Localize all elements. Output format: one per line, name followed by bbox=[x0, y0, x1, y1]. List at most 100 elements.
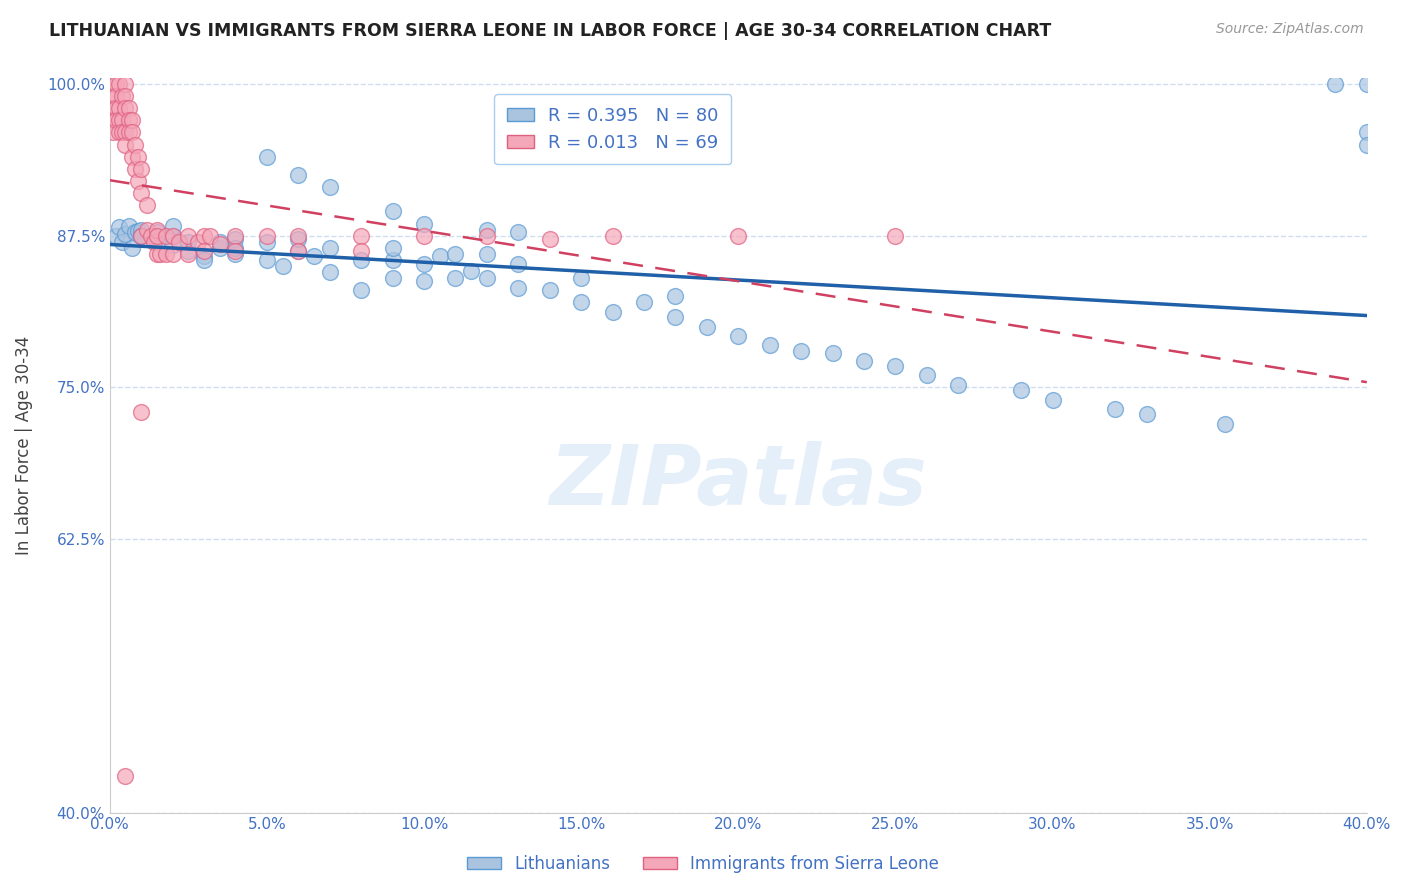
Point bbox=[162, 247, 184, 261]
Point bbox=[1042, 392, 1064, 407]
Point bbox=[129, 405, 152, 419]
Point bbox=[129, 228, 152, 243]
Point bbox=[200, 228, 222, 243]
Point bbox=[271, 259, 294, 273]
Point bbox=[1104, 402, 1126, 417]
Point bbox=[853, 353, 876, 368]
Point bbox=[256, 228, 278, 243]
Point bbox=[136, 222, 159, 236]
Point bbox=[155, 247, 177, 261]
Point bbox=[101, 77, 124, 91]
Legend: Lithuanians, Immigrants from Sierra Leone: Lithuanians, Immigrants from Sierra Leon… bbox=[461, 848, 945, 880]
Point bbox=[121, 150, 143, 164]
Point bbox=[193, 249, 215, 263]
Point bbox=[444, 247, 467, 261]
Point bbox=[727, 329, 749, 343]
Text: Source: ZipAtlas.com: Source: ZipAtlas.com bbox=[1216, 22, 1364, 37]
Legend: R = 0.395   N = 80, R = 0.013   N = 69: R = 0.395 N = 80, R = 0.013 N = 69 bbox=[494, 95, 731, 164]
Point bbox=[117, 219, 139, 233]
Point bbox=[319, 265, 342, 279]
Point bbox=[162, 238, 184, 252]
Point bbox=[101, 101, 124, 115]
Point bbox=[224, 241, 246, 255]
Point bbox=[114, 89, 136, 103]
Point bbox=[127, 174, 149, 188]
Point bbox=[114, 125, 136, 139]
Point bbox=[108, 113, 131, 128]
Point bbox=[108, 101, 131, 115]
Point bbox=[413, 217, 436, 231]
Point bbox=[111, 235, 134, 249]
Point bbox=[350, 244, 373, 259]
Point bbox=[129, 186, 152, 201]
Point bbox=[101, 113, 124, 128]
Point bbox=[1136, 407, 1159, 421]
Point bbox=[187, 235, 209, 249]
Point bbox=[664, 310, 686, 324]
Point bbox=[350, 283, 373, 297]
Point bbox=[460, 264, 482, 278]
Point bbox=[1355, 137, 1378, 152]
Point bbox=[821, 346, 844, 360]
Point bbox=[149, 247, 172, 261]
Point bbox=[633, 295, 655, 310]
Point bbox=[429, 249, 451, 263]
Point bbox=[602, 305, 624, 319]
Point bbox=[142, 235, 165, 249]
Point bbox=[162, 219, 184, 233]
Point bbox=[117, 101, 139, 115]
Point bbox=[101, 89, 124, 103]
Point bbox=[129, 228, 152, 243]
Point bbox=[1355, 77, 1378, 91]
Point bbox=[1010, 383, 1032, 397]
Point bbox=[114, 227, 136, 242]
Point bbox=[381, 252, 404, 267]
Point bbox=[105, 89, 128, 103]
Point bbox=[569, 271, 592, 285]
Point bbox=[108, 77, 131, 91]
Point bbox=[381, 271, 404, 285]
Point bbox=[124, 161, 146, 176]
Point bbox=[319, 180, 342, 194]
Point bbox=[350, 228, 373, 243]
Point bbox=[114, 137, 136, 152]
Point bbox=[124, 137, 146, 152]
Point bbox=[167, 235, 190, 249]
Point bbox=[413, 228, 436, 243]
Point bbox=[664, 289, 686, 303]
Point bbox=[350, 252, 373, 267]
Point bbox=[111, 89, 134, 103]
Point bbox=[114, 101, 136, 115]
Point bbox=[508, 281, 530, 295]
Point bbox=[105, 228, 128, 243]
Point bbox=[177, 235, 200, 249]
Point bbox=[129, 161, 152, 176]
Point bbox=[1215, 417, 1237, 431]
Point bbox=[101, 125, 124, 139]
Y-axis label: In Labor Force | Age 30-34: In Labor Force | Age 30-34 bbox=[15, 335, 32, 555]
Point bbox=[129, 228, 152, 243]
Point bbox=[127, 150, 149, 164]
Point bbox=[475, 228, 498, 243]
Point bbox=[302, 249, 325, 263]
Point bbox=[117, 113, 139, 128]
Point bbox=[381, 241, 404, 255]
Point bbox=[319, 241, 342, 255]
Point bbox=[177, 228, 200, 243]
Point bbox=[475, 271, 498, 285]
Point bbox=[162, 228, 184, 243]
Point bbox=[538, 232, 561, 246]
Point bbox=[256, 235, 278, 249]
Point bbox=[162, 228, 184, 243]
Point bbox=[790, 344, 813, 359]
Point bbox=[256, 252, 278, 267]
Point bbox=[111, 125, 134, 139]
Point bbox=[224, 232, 246, 246]
Point bbox=[114, 769, 136, 783]
Point bbox=[948, 378, 970, 392]
Point bbox=[146, 225, 169, 239]
Point bbox=[224, 247, 246, 261]
Point bbox=[193, 252, 215, 267]
Point bbox=[127, 224, 149, 238]
Point bbox=[124, 225, 146, 239]
